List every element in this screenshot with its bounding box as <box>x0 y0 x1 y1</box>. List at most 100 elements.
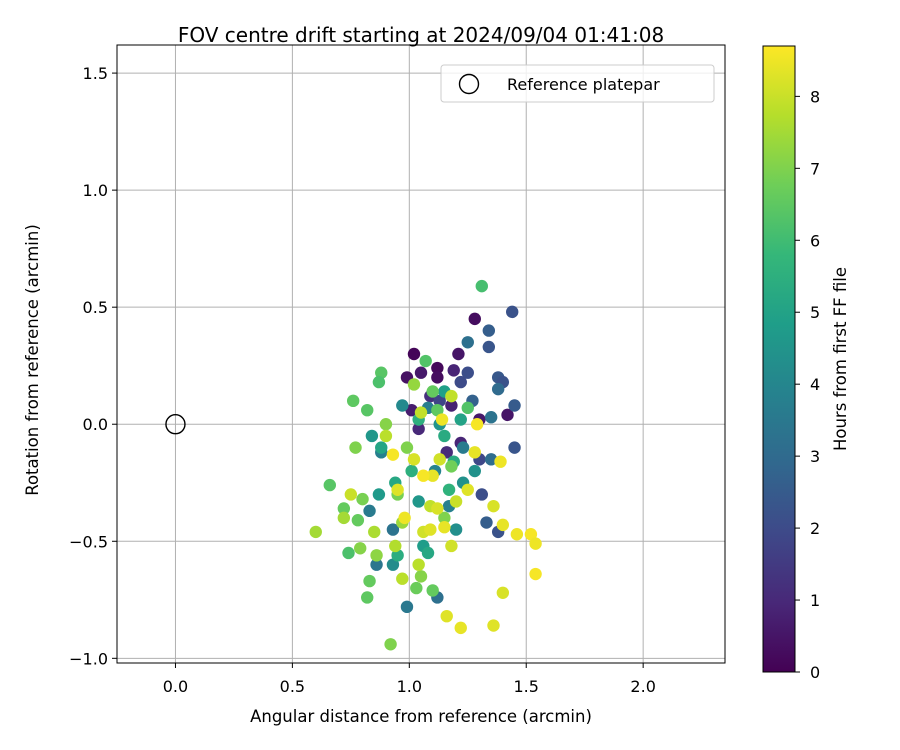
scatter-point <box>414 570 428 583</box>
scatter-point <box>323 478 336 492</box>
scatter-point <box>482 324 496 337</box>
scatter-point <box>354 542 367 555</box>
scatter-point <box>368 525 381 539</box>
colorbar-tick-label: 1 <box>810 591 820 610</box>
scatter-point <box>484 411 498 424</box>
scatter-point <box>475 279 488 293</box>
scatter-point <box>424 523 437 536</box>
scatter-point <box>454 375 467 389</box>
scatter-point <box>442 483 456 496</box>
scatter-points <box>309 279 542 651</box>
scatter-point <box>449 523 463 536</box>
colorbar-gradient <box>762 45 796 673</box>
y-tick-label: 1.5 <box>83 64 108 83</box>
scatter-point <box>487 499 500 513</box>
scatter-point <box>529 537 542 550</box>
scatter-point <box>438 521 451 534</box>
scatter-point <box>484 453 498 466</box>
scatter-point <box>487 619 500 632</box>
scatter-point <box>438 511 451 525</box>
x-tick-label: 0.0 <box>163 677 188 696</box>
scatter-point <box>363 574 376 588</box>
scatter-point <box>370 549 383 562</box>
scatter-point <box>379 429 393 443</box>
scatter-point <box>468 446 481 459</box>
scatter-point <box>396 572 409 585</box>
y-tick-label: −1.0 <box>69 649 108 668</box>
scatter-point <box>475 488 488 501</box>
scatter-point <box>445 399 458 412</box>
scatter-point <box>379 418 393 431</box>
x-tick-label: 1.0 <box>397 677 422 696</box>
scatter-point <box>431 403 444 417</box>
scatter-point <box>342 546 355 560</box>
colorbar-tick-label: 6 <box>810 231 820 250</box>
colorbar-tick-label: 5 <box>810 303 820 322</box>
chart-title: FOV centre drift starting at 2024/09/04 … <box>178 23 664 47</box>
y-tick-label: 0.5 <box>83 298 108 317</box>
scatter-point <box>344 488 358 501</box>
scatter-point <box>417 469 430 482</box>
scatter-point <box>337 502 351 515</box>
colorbar-label: Hours from first FF file <box>831 267 850 451</box>
colorbar-tick-label: 2 <box>810 519 820 538</box>
scatter-point <box>386 523 400 536</box>
scatter-point <box>386 558 400 571</box>
scatter-point <box>407 453 421 466</box>
scatter-point <box>456 441 470 454</box>
scatter-point <box>524 528 538 541</box>
legend-box <box>440 64 715 103</box>
scatter-point <box>391 549 404 562</box>
scatter-point <box>426 584 439 597</box>
scatter-point <box>400 600 414 614</box>
scatter-point <box>440 609 453 623</box>
y-tick-label: 0.0 <box>83 415 108 434</box>
scatter-point <box>412 422 425 436</box>
legend: Reference platepar <box>440 64 715 103</box>
scatter-point <box>391 483 404 496</box>
x-axis-label: Angular distance from reference (arcmin) <box>250 707 592 726</box>
colorbar: 0 1 2 3 4 5 6 7 8 Hours from first FF file <box>762 45 850 682</box>
scatter-point <box>407 347 421 361</box>
scatter-point <box>426 469 439 482</box>
scatter-point <box>461 366 474 379</box>
scatter-point <box>337 511 351 525</box>
scatter-point <box>496 518 510 532</box>
scatter-point <box>435 413 449 426</box>
scatter-point <box>431 502 444 515</box>
colorbar-tick-label: 4 <box>810 375 820 394</box>
scatter-point <box>309 525 322 539</box>
scatter-point <box>433 453 446 466</box>
y-tick-label: 1.0 <box>83 181 108 200</box>
scatter-point <box>365 429 379 443</box>
scatter-point <box>431 371 444 384</box>
scatter-point <box>421 546 435 560</box>
scatter-point <box>461 401 474 415</box>
scatter-point <box>414 406 428 419</box>
scatter-point <box>396 399 409 412</box>
scatter-point <box>491 382 505 396</box>
x-tick-label: 0.5 <box>280 677 305 696</box>
scatter-point <box>361 403 374 417</box>
x-tick-label: 1.5 <box>514 677 539 696</box>
scatter-point <box>375 366 388 379</box>
colorbar-ticks: 0 1 2 3 4 5 6 7 8 <box>795 87 820 682</box>
scatter-point <box>400 441 414 454</box>
scatter-point <box>482 340 496 354</box>
scatter-point <box>370 558 383 571</box>
reference-platepar-marker <box>165 414 186 435</box>
scatter-point <box>426 385 439 398</box>
scatter-point <box>480 516 493 529</box>
colorbar-tick-label: 7 <box>810 159 820 178</box>
scatter-point <box>372 488 386 501</box>
scatter-point <box>461 336 474 349</box>
scatter-point <box>405 464 418 478</box>
scatter-point <box>349 441 362 454</box>
scatter-point <box>468 312 481 326</box>
scatter-point <box>452 347 465 361</box>
scatter-point <box>447 364 460 377</box>
reference-marker-layer <box>165 414 186 435</box>
scatter-point <box>398 511 411 525</box>
scatter-point <box>445 539 458 553</box>
scatter-point <box>386 448 400 461</box>
